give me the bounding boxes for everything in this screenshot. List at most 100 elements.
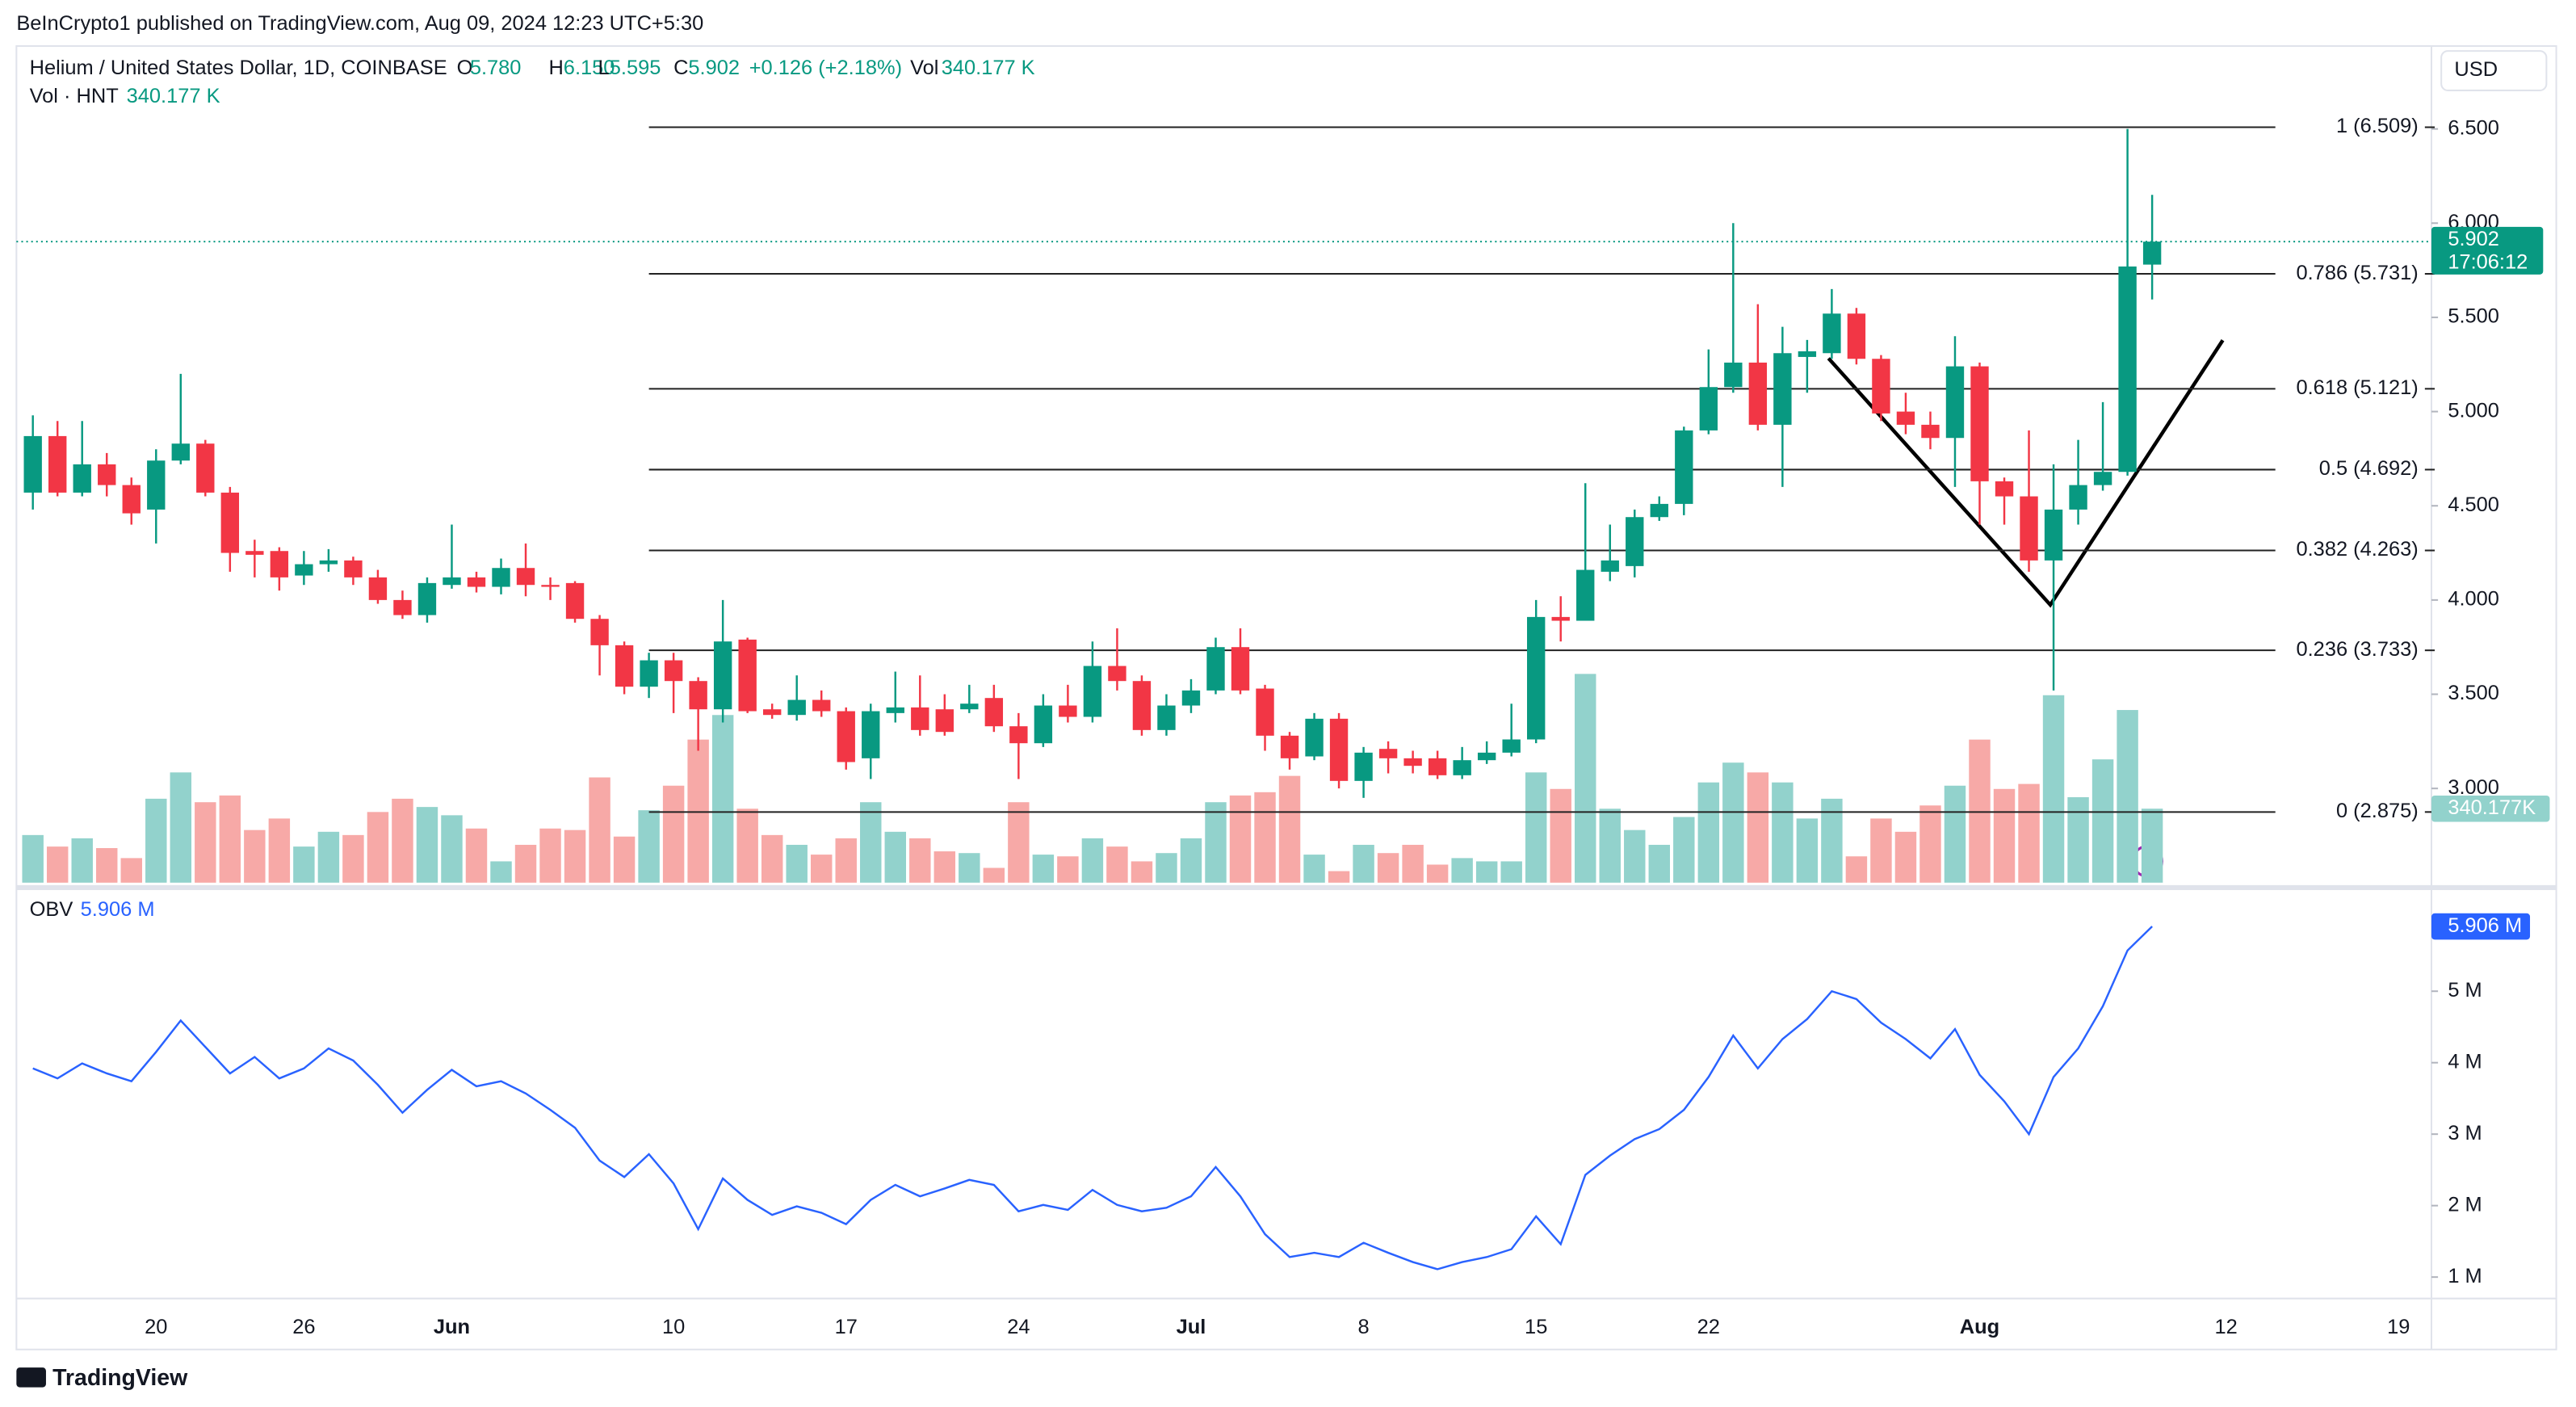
volume-bar bbox=[1229, 795, 1252, 883]
candle-body bbox=[23, 435, 42, 493]
volume-bar bbox=[145, 798, 167, 883]
candle-body bbox=[565, 582, 585, 620]
volume-bar bbox=[367, 812, 389, 883]
volume-bar bbox=[1894, 831, 1917, 883]
candle-body bbox=[1970, 366, 1989, 481]
y-tick-label: 4 M bbox=[2448, 1050, 2482, 1073]
volume-bar bbox=[244, 830, 266, 883]
candle-body bbox=[1477, 752, 1496, 761]
candle-body bbox=[911, 707, 929, 730]
obv-badge bbox=[2431, 913, 2531, 940]
fib-label: 0.236 (3.733) bbox=[2296, 638, 2418, 661]
currency[interactable]: USD bbox=[2454, 58, 2498, 81]
volume-bar bbox=[933, 851, 956, 883]
candle-body bbox=[541, 585, 560, 587]
obv-badge-label: 5.906 M bbox=[2448, 914, 2522, 937]
candle-body bbox=[2142, 242, 2162, 265]
candle-body bbox=[1601, 560, 1619, 572]
candle-body bbox=[590, 619, 609, 645]
ohlc-value: 6.150 bbox=[564, 57, 615, 79]
frame bbox=[15, 44, 2557, 1350]
candle-body bbox=[1378, 749, 1398, 758]
candle-body bbox=[2093, 472, 2112, 485]
obv-title-value: 5.906 M bbox=[81, 898, 155, 921]
vol-value: 340.177 K bbox=[942, 57, 1035, 79]
candle-body bbox=[886, 707, 904, 713]
fib-label: 1 (6.509) bbox=[2336, 115, 2419, 137]
candle-body bbox=[1034, 705, 1053, 744]
volume-bar bbox=[613, 836, 636, 883]
candle-body bbox=[98, 464, 116, 485]
change: +0.126 (+2.18%) bbox=[749, 57, 902, 79]
candle-body bbox=[171, 443, 190, 461]
x-tick-label: 8 bbox=[1358, 1316, 1370, 1338]
candle-body bbox=[1181, 690, 1201, 706]
volume-bar bbox=[860, 802, 882, 883]
candle-body bbox=[1995, 481, 2014, 497]
volume-bar bbox=[539, 828, 561, 883]
volume-bar bbox=[564, 830, 586, 883]
brand: TradingView bbox=[52, 1365, 188, 1391]
volume-bar bbox=[1722, 762, 1744, 883]
volume-bar bbox=[1254, 792, 1276, 883]
volume-bar bbox=[195, 802, 216, 883]
candle-body bbox=[1551, 616, 1570, 621]
vol-label: Vol bbox=[910, 57, 938, 79]
y-tick-label: 4.500 bbox=[2448, 494, 2499, 516]
candle-body bbox=[220, 492, 240, 553]
ohlc-label: O bbox=[457, 57, 473, 79]
candle-body bbox=[443, 577, 461, 586]
currency-button[interactable] bbox=[2440, 50, 2548, 91]
candle-body bbox=[1083, 666, 1102, 717]
volume-bar bbox=[317, 831, 340, 883]
volume-bar bbox=[1402, 844, 1424, 883]
candle-body bbox=[2044, 509, 2063, 561]
volume-bar bbox=[1919, 805, 1941, 883]
volume-bar bbox=[1624, 830, 1646, 883]
candle-body bbox=[73, 464, 91, 493]
volume-bar bbox=[1205, 802, 1227, 883]
volume-bar bbox=[1032, 855, 1055, 883]
volume-bar bbox=[687, 739, 709, 883]
x-tick-label: 24 bbox=[1007, 1316, 1030, 1338]
brand-logo bbox=[16, 1367, 46, 1388]
y-tick-label: 3.500 bbox=[2448, 682, 2499, 704]
candle-body bbox=[467, 577, 486, 587]
ohlc-value: 5.595 bbox=[610, 57, 661, 79]
volume-bar bbox=[490, 861, 512, 883]
candle-body bbox=[319, 560, 338, 565]
candle-body bbox=[664, 660, 683, 682]
candle-body bbox=[862, 711, 880, 758]
volume-bar bbox=[835, 838, 857, 883]
candle-body bbox=[787, 699, 806, 716]
fib-label: 0.618 (5.121) bbox=[2296, 376, 2418, 399]
volume-bar bbox=[46, 846, 69, 883]
volume-bar bbox=[736, 808, 758, 883]
candle-body bbox=[762, 709, 782, 716]
symbol: Helium / United States Dollar, 1D, COINB… bbox=[30, 57, 447, 79]
candle-body bbox=[1896, 411, 1915, 425]
vol-study-value: 340.177 K bbox=[127, 85, 220, 107]
candle-body bbox=[1157, 705, 1176, 730]
volume-bar bbox=[1328, 871, 1350, 883]
volume-bar bbox=[1303, 855, 1325, 883]
candle-body bbox=[492, 568, 510, 587]
volume-bar bbox=[2067, 797, 2089, 883]
x-tick-label: 12 bbox=[2215, 1316, 2238, 1338]
volume-bar bbox=[589, 777, 610, 883]
volume-bar bbox=[2091, 759, 2114, 883]
volume-bar bbox=[1944, 785, 1966, 883]
obv-title: OBV bbox=[30, 898, 73, 921]
volume-bar bbox=[909, 838, 931, 883]
volume-bar bbox=[1796, 818, 1819, 883]
volume-bar bbox=[1426, 864, 1449, 883]
volume-bar bbox=[120, 858, 142, 883]
volume-bar bbox=[1525, 772, 1547, 883]
candle-body bbox=[2069, 485, 2087, 510]
volume-bar bbox=[1870, 818, 1892, 883]
candle-body bbox=[1108, 666, 1126, 682]
candle-body bbox=[1798, 351, 1817, 357]
